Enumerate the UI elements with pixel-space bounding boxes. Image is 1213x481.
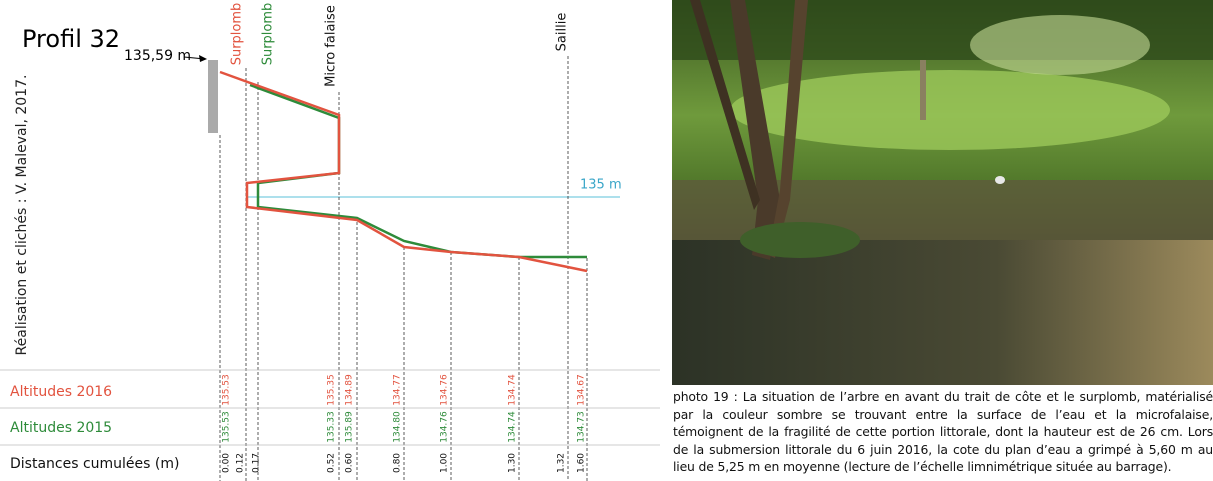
cell-value: 0.00 <box>222 453 232 473</box>
cell-value: 134.74 <box>508 411 518 443</box>
top-altitude-label: 135,59 m <box>124 48 191 64</box>
arrow-head <box>199 55 207 62</box>
credit: Réalisation et clichés : V. Maleval, 201… <box>14 75 30 356</box>
title: Profil 32 <box>22 25 120 53</box>
profile-diagram: Profil 32 Réalisation et clichés : V. Ma… <box>0 3 660 481</box>
cell-value: 135.53 <box>222 374 232 406</box>
cell-value: 1.30 <box>508 453 518 473</box>
cell-value: 134.76 <box>440 411 450 443</box>
annotation: Micro falaise <box>324 5 339 87</box>
cell-value: 1.00 <box>440 453 450 473</box>
cell-value: 135.33 <box>327 411 337 443</box>
annotation: Surplomb <box>261 3 276 66</box>
cell-value: 0.80 <box>393 453 403 473</box>
cell-value: 134.67 <box>577 374 587 406</box>
profile-2015 <box>249 83 587 259</box>
annotation: Saillie <box>555 13 570 52</box>
table-lines <box>0 369 660 446</box>
cell-value: 1.32 <box>557 453 567 473</box>
cell-value: 134.76 <box>440 374 450 406</box>
cell-value: 134.80 <box>393 411 403 443</box>
cell-value: 134.77 <box>393 374 403 406</box>
row-label: Altitudes 2016 <box>10 384 112 400</box>
row-label: Distances cumulées (m) <box>10 456 179 472</box>
scale-bar <box>208 60 218 133</box>
cell-value: 135.89 <box>345 411 355 443</box>
cell-value: 134.89 <box>345 374 355 406</box>
row-label: Altitudes 2015 <box>10 420 112 436</box>
cell-value: 0.60 <box>345 453 355 473</box>
cell-value: 135.53 <box>222 411 232 443</box>
annotation: Surplomb <box>230 3 245 66</box>
cell-value: 134.74 <box>508 374 518 406</box>
cell-value: 0.12 <box>236 453 246 473</box>
cell-value: 1.60 <box>577 453 587 473</box>
cell-value: 134.73 <box>577 411 587 443</box>
cell-value: 135.35 <box>327 374 337 406</box>
cell-value: 0.52 <box>327 453 337 473</box>
caption: photo 19 : La situation de l’arbre en av… <box>673 389 1213 474</box>
cell-value: 0.17 <box>252 453 262 473</box>
profile-2016 <box>219 70 588 273</box>
water-level-label: 135 m <box>580 178 622 193</box>
dashed-lines <box>219 56 588 481</box>
